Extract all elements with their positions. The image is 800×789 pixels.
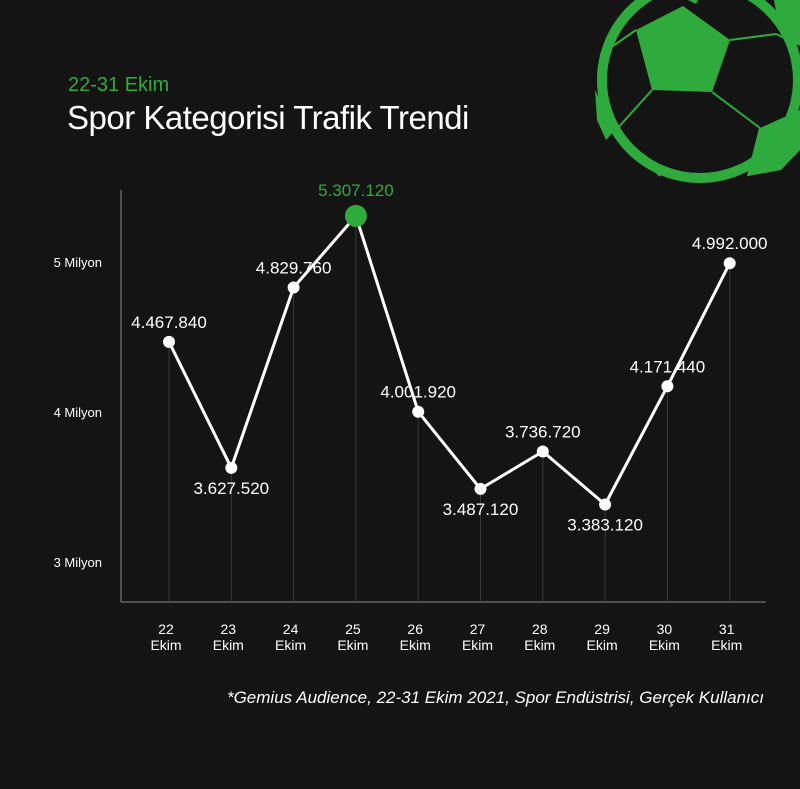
ball-panel	[688, 0, 698, 4]
y-tick-label: 5 Milyon	[54, 255, 102, 270]
data-point	[287, 281, 300, 294]
data-label: 3.627.520	[193, 479, 269, 498]
x-tick-month: Ekim	[213, 637, 244, 653]
ball-seam	[747, 127, 761, 177]
data-label: 4.171.440	[630, 357, 706, 376]
ball-panel	[636, 6, 730, 92]
ball-seam	[729, 33, 777, 41]
data-point	[474, 482, 487, 495]
chart-subtitle: 22-31 Ekim	[68, 74, 170, 96]
x-tick-month: Ekim	[587, 637, 618, 653]
x-tick-month: Ekim	[524, 637, 555, 653]
x-tick-month: Ekim	[337, 637, 368, 653]
data-label: 5.307.120	[318, 181, 394, 200]
ball-seam	[615, 129, 661, 177]
source-note: *Gemius Audience, 22-31 Ekim 2021, Spor …	[226, 688, 764, 707]
x-tick-month: Ekim	[150, 637, 181, 653]
x-tick-day: 30	[657, 621, 673, 637]
data-point	[599, 498, 612, 511]
ball-panel	[774, 0, 800, 45]
ball-panel	[748, 110, 800, 176]
y-tick-label: 3 Milyon	[54, 555, 102, 570]
ball-seam	[775, 33, 800, 46]
data-label: 4.001.920	[380, 383, 456, 402]
ball-panel	[595, 90, 615, 140]
ball-seam	[615, 89, 653, 131]
data-label: 3.487.120	[443, 500, 519, 519]
y-tick-label: 4 Milyon	[54, 405, 102, 420]
x-tick-day: 23	[221, 621, 237, 637]
chart-title: Spor Kategorisi Trafik Trendi	[67, 99, 469, 136]
x-tick-day: 26	[407, 621, 423, 637]
data-label: 4.467.840	[131, 313, 207, 332]
x-tick-month: Ekim	[711, 637, 742, 653]
data-point	[225, 461, 238, 474]
x-tick-month: Ekim	[275, 637, 306, 653]
x-tick-month: Ekim	[649, 637, 680, 653]
data-point	[412, 405, 425, 418]
data-point	[661, 380, 674, 393]
data-point	[536, 445, 549, 458]
ball-seam	[711, 91, 761, 129]
x-tick-month: Ekim	[462, 637, 493, 653]
x-tick-day: 24	[283, 621, 299, 637]
x-tick-day: 31	[719, 621, 735, 637]
x-tick-day: 28	[532, 621, 548, 637]
data-label: 4.829.760	[256, 259, 332, 278]
data-label: 4.992.000	[692, 234, 768, 253]
x-tick-day: 29	[594, 621, 610, 637]
x-tick-day: 25	[345, 621, 361, 637]
data-point	[163, 335, 175, 348]
x-tick-day: 27	[470, 621, 486, 637]
series-line	[167, 214, 732, 506]
ball-seam	[599, 29, 637, 56]
data-label: 3.736.720	[505, 422, 581, 441]
x-tick-month: Ekim	[400, 637, 431, 653]
data-point	[723, 257, 736, 270]
data-point	[344, 204, 367, 227]
data-label: 3.383.120	[567, 516, 643, 535]
x-tick-day: 22	[158, 621, 174, 637]
